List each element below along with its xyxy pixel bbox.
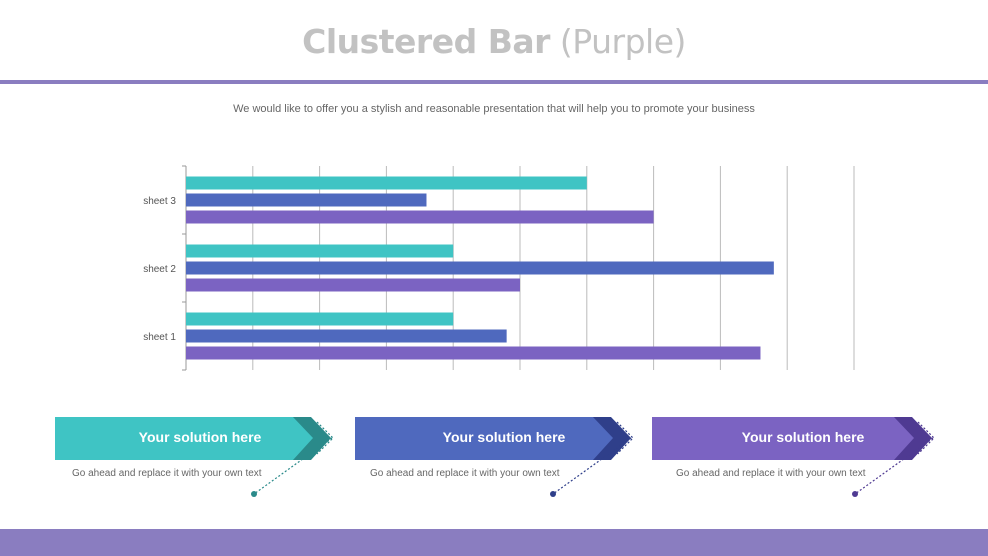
banner-caption-2: Go ahead and replace it with your own te… (370, 468, 560, 479)
clustered-bar-chart: sheet 1 sheet 2 sheet 3 (143, 165, 855, 371)
dotted-connector-2 (550, 437, 632, 497)
title-main: Clustered Bar (302, 22, 550, 61)
bar-sheet-1-series-b (186, 329, 507, 343)
chevron-right-icon (593, 417, 631, 460)
solution-banner-3: Your solution here (652, 417, 942, 460)
banner-caption-1: Go ahead and replace it with your own te… (72, 468, 262, 479)
title-divider (0, 80, 988, 84)
category-label: sheet 3 (143, 196, 176, 207)
banner-caption-3: Go ahead and replace it with your own te… (676, 468, 866, 479)
category-label: sheet 1 (143, 332, 176, 343)
bar-sheet-3-series-c (186, 176, 587, 190)
title-variant: (Purple) (559, 22, 686, 61)
solution-banner-2: Your solution here (355, 417, 640, 460)
chevron-right-icon (894, 417, 932, 460)
bar-sheet-2-series-c (186, 244, 454, 258)
banner-label: Your solution here (442, 429, 566, 445)
category-label: sheet 2 (143, 264, 176, 275)
chevron-right-icon (293, 417, 331, 460)
banner-label: Your solution here (741, 429, 865, 445)
bar-sheet-2-series-a (186, 278, 520, 292)
banner-arrow-shape (652, 417, 924, 460)
bar-sheet-3-series-b (186, 193, 427, 207)
page-title: Clustered Bar (Purple) (0, 22, 988, 61)
banner-arrow-shape (55, 417, 323, 460)
banner-arrow-shape (355, 417, 623, 460)
bar-sheet-1-series-a (186, 346, 761, 360)
subtitle: We would like to offer you a stylish and… (233, 103, 755, 115)
bar-sheet-3-series-a (186, 210, 654, 224)
bar-sheet-2-series-b (186, 261, 774, 275)
solution-banner-1: Your solution here (55, 417, 340, 460)
dotted-connector-3 (852, 437, 934, 497)
bar-sheet-1-series-c (186, 312, 454, 326)
dotted-connector-1 (251, 437, 333, 497)
footer-bar (0, 529, 988, 556)
banner-label: Your solution here (138, 429, 262, 445)
